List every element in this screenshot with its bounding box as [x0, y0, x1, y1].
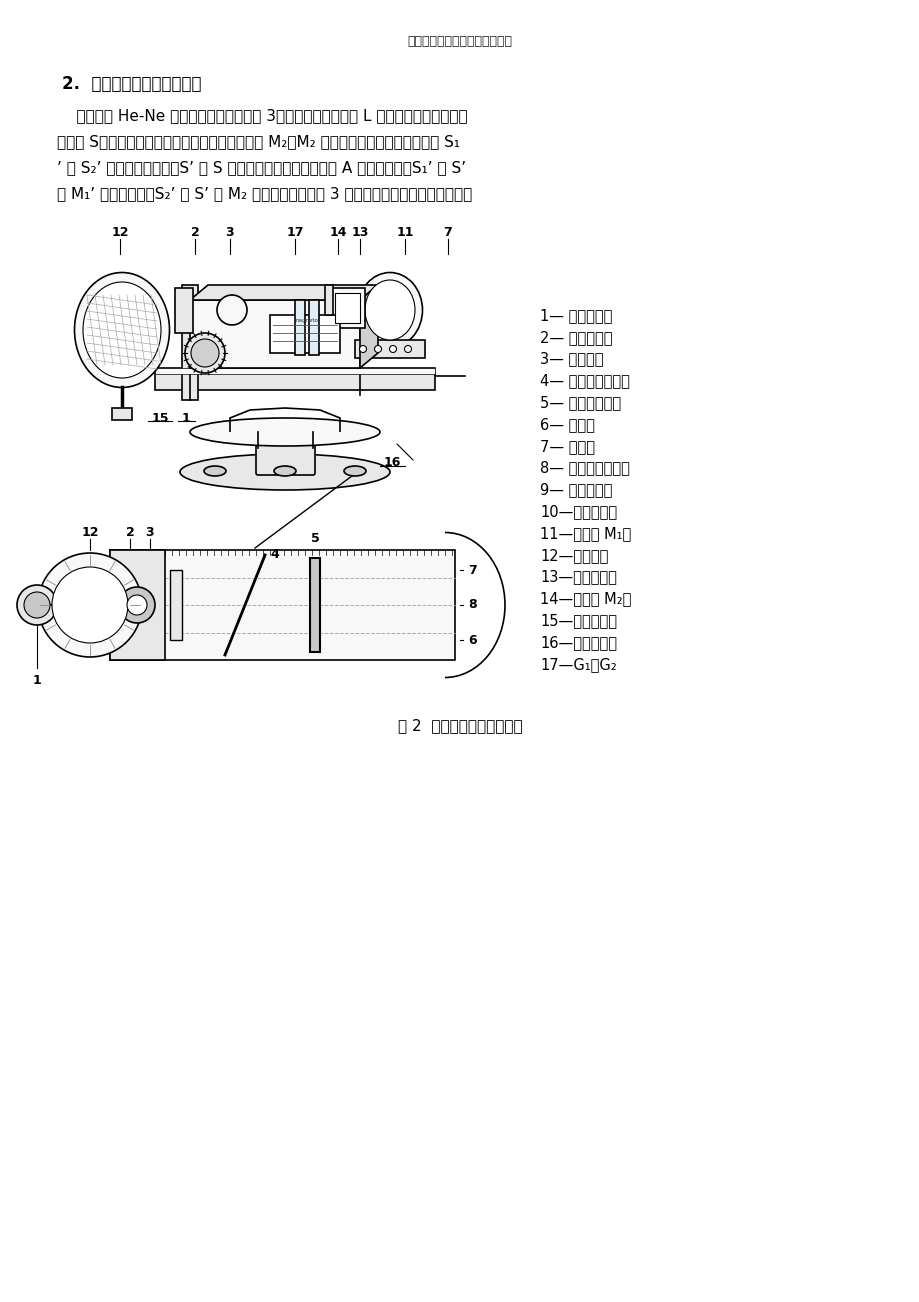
- Bar: [309, 299, 319, 355]
- FancyBboxPatch shape: [255, 434, 314, 475]
- Text: 本实验用 He-Ne 激光器作为光源（见图 3），激光通过扩束镜 L 汇聚成一个强度很高的: 本实验用 He-Ne 激光器作为光源（见图 3），激光通过扩束镜 L 汇聚成一个…: [57, 108, 467, 122]
- Circle shape: [38, 553, 142, 658]
- Text: 3: 3: [225, 225, 234, 238]
- Ellipse shape: [74, 272, 169, 388]
- Text: 14—固定镜 M₂；: 14—固定镜 M₂；: [539, 591, 630, 607]
- Ellipse shape: [365, 280, 414, 340]
- Text: 5— 毫米刻度尺；: 5— 毫米刻度尺；: [539, 396, 620, 410]
- Ellipse shape: [204, 466, 226, 477]
- Text: 7— 导轨；: 7— 导轨；: [539, 439, 595, 454]
- Text: 3— 刻度盘；: 3— 刻度盘；: [539, 352, 603, 367]
- Text: 10—锁紧螺丝；: 10—锁紧螺丝；: [539, 504, 617, 519]
- Ellipse shape: [344, 466, 366, 477]
- Circle shape: [127, 595, 147, 615]
- Text: 2: 2: [126, 526, 134, 539]
- Ellipse shape: [217, 296, 246, 326]
- Text: 9— 调平螺丝；: 9— 调平螺丝；: [539, 483, 612, 497]
- Text: 12: 12: [81, 526, 98, 539]
- Text: 13—倾度粗调；: 13—倾度粗调；: [539, 569, 617, 585]
- Ellipse shape: [274, 466, 296, 477]
- Bar: [175, 288, 193, 333]
- Text: 11—可动镜 M₁；: 11—可动镜 M₁；: [539, 526, 630, 542]
- Text: 16—倾度微调；: 16—倾度微调；: [539, 635, 617, 650]
- Bar: [335, 293, 359, 323]
- Text: 经 M₁’ 所成的虚像。S₂’ 是 S’ 经 M₂ 所成的虚像。由图 3 可知，只要观察屏放在两点光源: 经 M₁’ 所成的虚像。S₂’ 是 S’ 经 M₂ 所成的虚像。由图 3 可知，…: [57, 186, 471, 201]
- Text: 3: 3: [145, 526, 154, 539]
- Circle shape: [24, 592, 50, 618]
- Circle shape: [17, 585, 57, 625]
- Text: 12: 12: [111, 225, 129, 238]
- Text: 8: 8: [468, 599, 477, 612]
- Text: 5: 5: [311, 531, 319, 544]
- Text: 7: 7: [468, 564, 477, 577]
- Text: 14: 14: [329, 225, 346, 238]
- Polygon shape: [190, 285, 378, 299]
- Text: 15: 15: [151, 411, 168, 424]
- Circle shape: [389, 345, 396, 353]
- Text: 12—观察屏；: 12—观察屏；: [539, 548, 607, 562]
- Text: 1: 1: [181, 411, 190, 424]
- Bar: [190, 299, 359, 368]
- Text: 2.  单色点光源的非定域干涉: 2. 单色点光源的非定域干涉: [62, 76, 201, 92]
- Ellipse shape: [191, 339, 219, 367]
- Bar: [310, 559, 320, 652]
- Text: 8— 丝杆顶进螺帽；: 8— 丝杆顶进螺帽；: [539, 461, 630, 475]
- Circle shape: [404, 345, 411, 353]
- Text: 15—倾度微调；: 15—倾度微调；: [539, 613, 617, 628]
- Ellipse shape: [190, 418, 380, 447]
- Ellipse shape: [83, 283, 161, 378]
- Bar: [355, 340, 425, 358]
- Ellipse shape: [357, 272, 422, 348]
- Bar: [170, 570, 182, 641]
- Text: ’ 和 S₂’ 发出的相干光束。S’ 是 S 的等效光源，是经半反射面 A 所成的虚像。S₁’ 是 S’: ’ 和 S₂’ 发出的相干光束。S’ 是 S 的等效光源，是经半反射面 A 所成…: [57, 160, 466, 174]
- Text: 11: 11: [396, 225, 414, 238]
- Bar: [154, 368, 435, 391]
- Bar: [269, 315, 340, 353]
- Bar: [330, 288, 365, 328]
- Text: 大学物理实验之迈克尔逊干涉仪: 大学物理实验之迈克尔逊干涉仪: [407, 35, 512, 48]
- Bar: [295, 299, 305, 355]
- Text: 图 2  迈克尔逊干涉仪结构图: 图 2 迈克尔逊干涉仪结构图: [397, 717, 522, 733]
- Text: 16: 16: [383, 457, 401, 470]
- Circle shape: [359, 345, 366, 353]
- Text: 2— 粗调手轮；: 2— 粗调手轮；: [539, 329, 612, 345]
- Text: 13: 13: [351, 225, 369, 238]
- Ellipse shape: [185, 333, 225, 372]
- Circle shape: [374, 345, 381, 353]
- Text: 1— 微调手轮；: 1— 微调手轮；: [539, 309, 612, 323]
- Text: 7: 7: [443, 225, 452, 238]
- Bar: [324, 285, 333, 315]
- Text: 17—G₁、G₂: 17—G₁、G₂: [539, 656, 616, 672]
- Text: 17: 17: [286, 225, 303, 238]
- Circle shape: [119, 587, 154, 622]
- Bar: [110, 549, 165, 660]
- Text: magneto: magneto: [293, 318, 318, 323]
- Text: 6: 6: [468, 634, 477, 647]
- Ellipse shape: [180, 454, 390, 490]
- Text: 4: 4: [270, 548, 279, 561]
- Bar: [182, 285, 198, 400]
- Text: 4— 丝杆啮合螺母；: 4— 丝杆啮合螺母；: [539, 374, 630, 388]
- Bar: [110, 549, 455, 660]
- Circle shape: [52, 566, 128, 643]
- Bar: [154, 368, 435, 374]
- Text: 点光源 S，射向迈克尔逊干涉仪，点光源经平面镜 M₂、M₂ 反射后，相当于由两个点光源 S₁: 点光源 S，射向迈克尔逊干涉仪，点光源经平面镜 M₂、M₂ 反射后，相当于由两个…: [57, 134, 460, 148]
- Text: 1: 1: [32, 673, 41, 686]
- Polygon shape: [359, 285, 378, 368]
- Text: 2: 2: [190, 225, 199, 238]
- Bar: [112, 408, 131, 421]
- Text: 6— 丝杆；: 6— 丝杆；: [539, 417, 595, 432]
